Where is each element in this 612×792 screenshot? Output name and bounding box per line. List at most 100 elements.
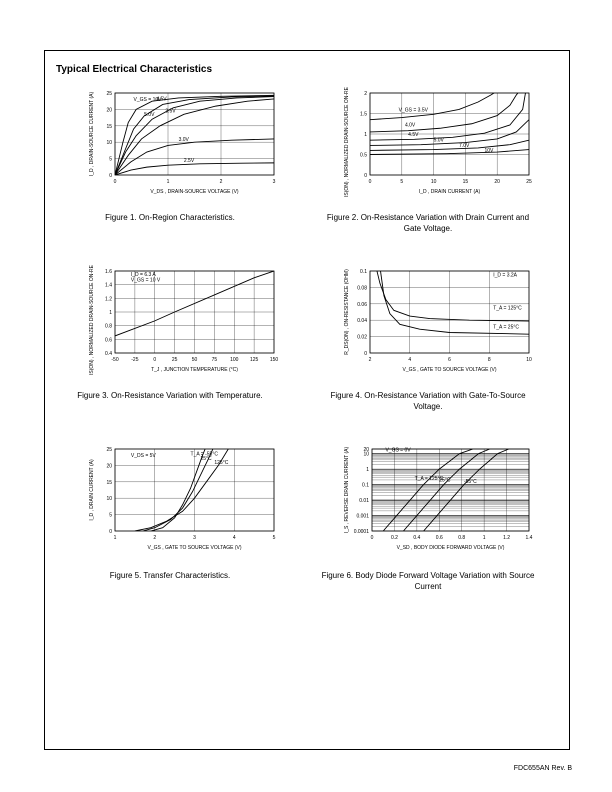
svg-text:T_A = 125°C: T_A = 125°C <box>493 306 522 312</box>
svg-text:25: 25 <box>172 357 178 363</box>
svg-text:2: 2 <box>220 179 223 185</box>
svg-text:0: 0 <box>364 173 367 179</box>
svg-text:0.02: 0.02 <box>357 335 367 341</box>
svg-text:150: 150 <box>270 357 279 363</box>
svg-text:0: 0 <box>364 351 367 357</box>
svg-text:4: 4 <box>233 535 236 541</box>
svg-text:0.01: 0.01 <box>359 498 369 504</box>
svg-text:20: 20 <box>106 463 112 469</box>
fig6-caption: Figure 6. Body Diode Forward Voltage Var… <box>318 570 538 592</box>
fig2-chart: 051015202500.511.52V_GS = 3.5V4.0V4.5V5.… <box>340 87 535 197</box>
svg-text:0.0001: 0.0001 <box>354 529 370 535</box>
fig5-caption: Figure 5. Transfer Characteristics. <box>60 570 280 581</box>
svg-text:V_GS = 10 V: V_GS = 10 V <box>131 277 161 283</box>
svg-text:25°C: 25°C <box>439 477 451 483</box>
svg-text:V_GS = 3.5V: V_GS = 3.5V <box>399 107 429 113</box>
svg-text:20: 20 <box>363 447 369 453</box>
svg-text:5: 5 <box>109 513 112 519</box>
svg-text:0: 0 <box>153 357 156 363</box>
svg-text:T_J , JUNCTION TEMPERATURE (°C: T_J , JUNCTION TEMPERATURE (°C) <box>151 367 238 373</box>
svg-text:125°C: 125°C <box>214 460 228 466</box>
svg-text:0: 0 <box>114 179 117 185</box>
fig2-caption: Figure 2. On-Resistance Variation with D… <box>318 212 538 234</box>
svg-text:8: 8 <box>488 357 491 363</box>
svg-text:-50: -50 <box>111 357 118 363</box>
svg-text:0.5: 0.5 <box>360 153 367 159</box>
svg-text:I_D , DRAIN-SOURCE CURRENT (A): I_D , DRAIN-SOURCE CURRENT (A) <box>89 91 95 176</box>
svg-text:V_DS , DRAIN-SOURCE VOLTAGE (V: V_DS , DRAIN-SOURCE VOLTAGE (V) <box>150 189 238 195</box>
svg-text:1.2: 1.2 <box>105 296 112 302</box>
svg-text:1: 1 <box>483 535 486 541</box>
fig4-chart: 24681000.020.040.060.080.1I_D = 3.2AT_A … <box>340 265 535 375</box>
svg-text:20: 20 <box>494 179 500 185</box>
svg-text:0.04: 0.04 <box>357 318 367 324</box>
svg-text:R_DS(ON) , ON-RESISTANCE (OHM): R_DS(ON) , ON-RESISTANCE (OHM) <box>344 269 350 355</box>
svg-text:R_DS(ON) , NORMALIZED DRAIN-SO: R_DS(ON) , NORMALIZED DRAIN-SOURCE ON-RE… <box>89 265 95 375</box>
svg-text:0.08: 0.08 <box>357 285 367 291</box>
fig1-chart: 01230510152025V_GS = 10V4.5V5.0V3.5V3.0V… <box>85 87 280 197</box>
svg-text:0.1: 0.1 <box>360 269 367 275</box>
svg-text:5.0V: 5.0V <box>434 137 445 143</box>
fig5-chart: 123450510152025V_DS = 5VT_A = -55°C25°C1… <box>85 443 280 553</box>
svg-text:-55°C: -55°C <box>464 479 477 485</box>
svg-text:10V: 10V <box>484 148 494 154</box>
svg-text:R_DS(ON) , NORMALIZED DRAIN-SO: R_DS(ON) , NORMALIZED DRAIN-SOURCE ON-RE… <box>344 87 350 197</box>
fig6-chart: 00.20.40.60.811.21.40.00010.0010.010.111… <box>340 443 535 553</box>
fig3-caption: Figure 3. On-Resistance Variation with T… <box>60 390 280 401</box>
svg-text:0.1: 0.1 <box>362 483 369 489</box>
svg-text:20: 20 <box>106 107 112 113</box>
svg-text:0.4: 0.4 <box>105 351 112 357</box>
svg-text:15: 15 <box>463 179 469 185</box>
svg-text:10: 10 <box>106 140 112 146</box>
svg-text:1: 1 <box>364 132 367 138</box>
svg-text:3.5V: 3.5V <box>165 109 176 115</box>
svg-text:3: 3 <box>273 179 276 185</box>
svg-text:V_DS = 5V: V_DS = 5V <box>131 453 157 459</box>
svg-text:6: 6 <box>448 357 451 363</box>
footer-text: FDC655AN Rev. B <box>514 765 572 772</box>
svg-text:1.4: 1.4 <box>526 535 533 541</box>
svg-text:I_S , REVERSE DRAIN CURRENT (A: I_S , REVERSE DRAIN CURRENT (A) <box>344 447 350 534</box>
svg-text:1: 1 <box>114 535 117 541</box>
svg-text:15: 15 <box>106 124 112 130</box>
svg-text:2: 2 <box>153 535 156 541</box>
svg-text:5: 5 <box>273 535 276 541</box>
svg-text:T_A = 25°C: T_A = 25°C <box>493 324 519 330</box>
svg-text:1.4: 1.4 <box>105 283 112 289</box>
fig3-chart: -50-2502550751001251500.40.60.811.21.41.… <box>85 265 280 375</box>
svg-text:50: 50 <box>192 357 198 363</box>
svg-text:1.2: 1.2 <box>503 535 510 541</box>
svg-text:5: 5 <box>400 179 403 185</box>
svg-text:3.0V: 3.0V <box>179 137 190 143</box>
svg-text:10: 10 <box>106 496 112 502</box>
svg-text:2: 2 <box>369 357 372 363</box>
svg-text:I_D = 3.2A: I_D = 3.2A <box>493 273 517 279</box>
fig1-caption: Figure 1. On-Region Characteristics. <box>60 212 280 223</box>
svg-text:25°C: 25°C <box>200 456 212 462</box>
svg-text:V_GS , GATE TO SOURCE VOLTAGE: V_GS , GATE TO SOURCE VOLTAGE (V) <box>402 367 496 373</box>
svg-text:0.2: 0.2 <box>391 535 398 541</box>
svg-text:1: 1 <box>366 467 369 473</box>
svg-text:100: 100 <box>230 357 239 363</box>
svg-text:25: 25 <box>106 447 112 453</box>
svg-text:2.5V: 2.5V <box>184 158 195 164</box>
svg-text:5.0V: 5.0V <box>144 112 155 118</box>
svg-text:V_GS = 0V: V_GS = 0V <box>385 447 411 453</box>
svg-text:1.5: 1.5 <box>360 112 367 118</box>
svg-text:10: 10 <box>431 179 437 185</box>
svg-text:10: 10 <box>526 357 532 363</box>
svg-text:0.6: 0.6 <box>105 337 112 343</box>
svg-text:25: 25 <box>106 91 112 97</box>
svg-text:0: 0 <box>369 179 372 185</box>
svg-text:1: 1 <box>167 179 170 185</box>
svg-text:7.0V: 7.0V <box>459 143 470 149</box>
svg-text:4.0V: 4.0V <box>405 123 416 129</box>
svg-text:5: 5 <box>109 157 112 163</box>
svg-text:0.06: 0.06 <box>357 302 367 308</box>
fig4-caption: Figure 4. On-Resistance Variation with G… <box>318 390 538 412</box>
svg-text:4.5V: 4.5V <box>156 97 167 103</box>
svg-text:0.001: 0.001 <box>356 514 369 520</box>
svg-text:25: 25 <box>526 179 532 185</box>
svg-text:I_D , DRAIN CURRENT (A): I_D , DRAIN CURRENT (A) <box>89 459 95 521</box>
svg-text:0: 0 <box>371 535 374 541</box>
